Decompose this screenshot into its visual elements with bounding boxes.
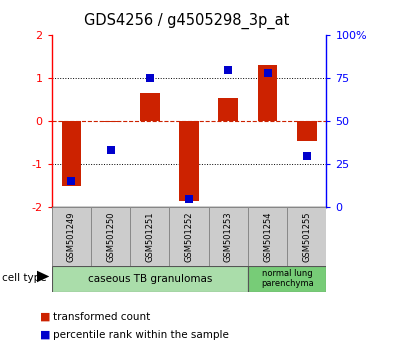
Point	[146, 75, 153, 81]
Point	[68, 178, 74, 184]
Point	[264, 70, 271, 76]
Bar	[140, 93, 160, 121]
Bar	[248, 207, 287, 266]
Bar	[297, 121, 316, 141]
Text: ■: ■	[40, 312, 50, 322]
Polygon shape	[37, 270, 49, 282]
Text: GSM501254: GSM501254	[263, 211, 272, 262]
Bar	[130, 207, 170, 266]
Text: GSM501253: GSM501253	[224, 211, 233, 262]
Text: normal lung
parenchyma: normal lung parenchyma	[261, 269, 314, 289]
Bar	[91, 207, 130, 266]
Text: caseous TB granulomas: caseous TB granulomas	[88, 274, 212, 284]
Bar	[219, 98, 238, 121]
Text: transformed count: transformed count	[53, 312, 150, 322]
Bar	[179, 121, 199, 201]
Point	[304, 153, 310, 159]
Bar	[52, 266, 248, 292]
Text: GSM501255: GSM501255	[302, 211, 311, 262]
Text: GDS4256 / g4505298_3p_at: GDS4256 / g4505298_3p_at	[84, 12, 290, 29]
Bar	[62, 121, 81, 185]
Text: GSM501249: GSM501249	[67, 211, 76, 262]
Bar	[101, 121, 120, 122]
Point	[186, 196, 192, 201]
Bar	[209, 207, 248, 266]
Bar	[52, 207, 91, 266]
Bar	[248, 266, 326, 292]
Bar	[258, 65, 277, 121]
Point	[107, 148, 114, 153]
Text: GSM501251: GSM501251	[145, 211, 154, 262]
Bar	[287, 207, 326, 266]
Bar	[170, 207, 209, 266]
Text: ■: ■	[40, 330, 50, 339]
Text: cell type: cell type	[2, 273, 47, 283]
Text: GSM501252: GSM501252	[185, 211, 193, 262]
Text: GSM501250: GSM501250	[106, 211, 115, 262]
Point	[225, 67, 232, 73]
Text: percentile rank within the sample: percentile rank within the sample	[53, 330, 229, 339]
